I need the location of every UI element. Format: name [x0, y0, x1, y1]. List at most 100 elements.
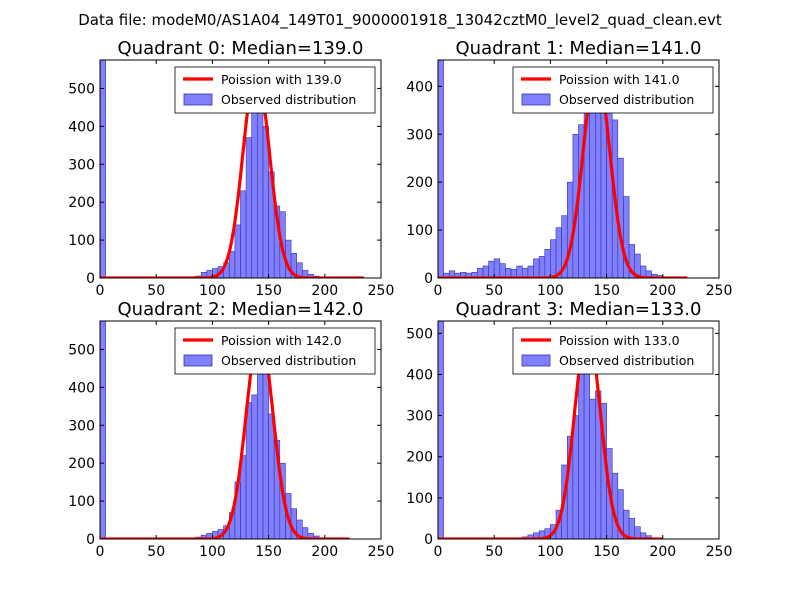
y-tick-label: 400 — [406, 79, 433, 95]
y-tick-label: 400 — [68, 380, 95, 396]
chart-title: Quadrant 3: Median=133.0 — [456, 299, 702, 320]
x-tick-label: 150 — [255, 283, 282, 299]
histogram-bar — [438, 60, 444, 278]
legend-label-poisson: Poission with 139.0 — [221, 72, 342, 87]
histogram-bar — [578, 370, 585, 539]
histogram-bar — [251, 394, 258, 539]
histogram-bar — [229, 251, 236, 278]
histogram-bar — [516, 265, 523, 278]
histogram-bar — [527, 265, 534, 278]
y-tick-label: 200 — [68, 195, 95, 211]
histogram-bar — [262, 364, 269, 539]
x-tick-label: 250 — [706, 544, 733, 560]
histogram-bar — [268, 413, 275, 539]
histogram-bar — [533, 258, 540, 278]
legend-label-poisson: Poission with 133.0 — [559, 333, 680, 348]
x-tick-label: 0 — [434, 283, 443, 299]
histogram-bar — [245, 137, 253, 278]
legend-label-observed: Observed distribution — [559, 92, 694, 107]
axes-frame — [99, 59, 382, 279]
y-tick-label: 100 — [406, 223, 433, 239]
x-tick-label: 150 — [593, 544, 620, 560]
chart-panel-0: 0 50 100 150 200 250 0 100 200 300 400 500 Quadrant … — [68, 38, 394, 299]
histogram-bar — [499, 263, 506, 278]
histogram-bar — [234, 224, 241, 278]
y-tick-label: 0 — [424, 271, 433, 287]
chart-panel-1: 0 50 100 150 200 250 0 100 200 300 400 Quadrant 1: … — [406, 38, 732, 299]
histogram-bar — [600, 110, 607, 278]
x-tick-label: 250 — [368, 283, 395, 299]
legend-bar-swatch — [183, 354, 213, 367]
histogram-bar — [488, 260, 495, 278]
legend-label-observed: Observed distribution — [221, 353, 356, 368]
x-tick-label: 100 — [537, 544, 564, 560]
axes-frame — [99, 320, 382, 540]
x-tick-label: 200 — [311, 283, 338, 299]
legend-label-poisson: Poission with 142.0 — [221, 333, 342, 348]
axes-frame — [437, 59, 720, 279]
x-tick-label: 200 — [311, 544, 338, 560]
x-tick-label: 0 — [96, 544, 105, 560]
y-tick-label: 500 — [406, 326, 433, 342]
x-tick-label: 150 — [593, 283, 620, 299]
histogram-bar — [645, 535, 652, 539]
y-tick-label: 300 — [68, 157, 95, 173]
histogram-bar — [100, 321, 106, 539]
x-tick-label: 200 — [649, 283, 676, 299]
histogram-bar — [544, 249, 551, 278]
histogram-bar — [583, 349, 590, 539]
x-tick-label: 100 — [199, 544, 226, 560]
y-tick-label: 0 — [86, 271, 95, 287]
chart-title: Quadrant 1: Median=141.0 — [456, 38, 702, 59]
x-tick-label: 250 — [706, 283, 733, 299]
y-tick-label: 200 — [68, 456, 95, 472]
chart-title: Quadrant 2: Median=142.0 — [118, 299, 364, 320]
legend-bar-swatch — [521, 93, 551, 106]
x-tick-label: 50 — [147, 544, 165, 560]
x-tick-label: 250 — [368, 544, 395, 560]
legend-bar-swatch — [183, 93, 213, 106]
y-tick-label: 0 — [424, 532, 433, 548]
y-tick-label: 500 — [68, 342, 95, 358]
legend-label-observed: Observed distribution — [221, 92, 356, 107]
histogram-bar — [589, 398, 596, 539]
histogram-bar — [628, 518, 635, 539]
figure-title: Data file: modeM0/AS1A04_149T01_90000019… — [78, 11, 722, 30]
histogram-bar — [623, 196, 630, 278]
y-tick-label: 400 — [68, 119, 95, 135]
x-tick-label: 50 — [485, 544, 503, 560]
x-tick-label: 100 — [537, 283, 564, 299]
histogram-bar — [257, 345, 264, 539]
histogram-bar — [438, 321, 444, 539]
axes-frame — [437, 320, 720, 540]
panels: 0 50 100 150 200 2500100200300400500Quadrant … — [68, 38, 732, 560]
histogram-bar — [245, 402, 253, 539]
poisson-curve — [100, 69, 365, 278]
x-tick-label: 0 — [434, 544, 443, 560]
legend-label-observed: Observed distribution — [559, 353, 694, 368]
y-tick-label: 300 — [406, 409, 433, 425]
x-tick-label: 50 — [147, 283, 165, 299]
histogram-bar — [634, 526, 641, 539]
x-tick-label: 50 — [485, 283, 503, 299]
x-tick-label: 100 — [199, 283, 226, 299]
y-tick-label: 200 — [406, 175, 433, 191]
y-tick-label: 100 — [68, 494, 95, 510]
x-tick-label: 200 — [649, 544, 676, 560]
y-tick-label: 400 — [406, 367, 433, 383]
histogram-bar — [482, 265, 489, 278]
y-tick-label: 200 — [406, 450, 433, 466]
chart-title: Quadrant 0: Median=139.0 — [118, 38, 364, 59]
legend-bar-swatch — [521, 354, 551, 367]
plot-area — [100, 60, 365, 278]
y-tick-label: 500 — [68, 81, 95, 97]
y-tick-label: 100 — [68, 233, 95, 249]
histogram-bar — [251, 103, 258, 278]
y-tick-label: 300 — [68, 418, 95, 434]
histogram-bar — [550, 239, 557, 278]
y-tick-label: 300 — [406, 127, 433, 143]
chart-panel-3: 0 50 100 150 200 250 0 100 200 300 400 500 Quadrant … — [406, 299, 732, 560]
histogram-bar — [100, 60, 106, 278]
chart-panel-2: 0 50 100 150 200 250 0 100 200 300 400 500 Quadrant … — [68, 299, 394, 560]
